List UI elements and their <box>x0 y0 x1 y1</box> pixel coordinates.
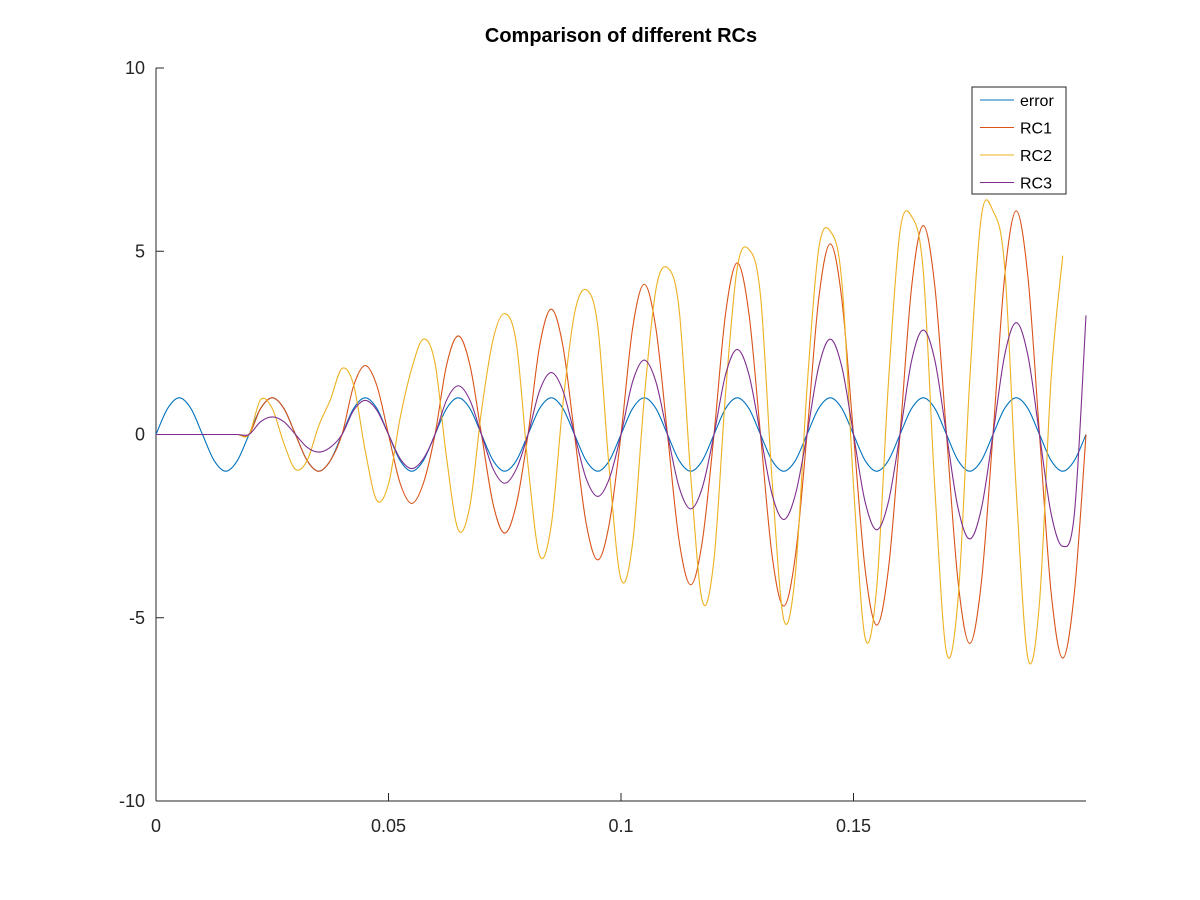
chart-title: Comparison of different RCs <box>485 25 757 47</box>
series-line-rc2 <box>156 199 1064 665</box>
legend-label-error: error <box>1020 93 1054 110</box>
plot-area: 0 0.05 0.1 0.15 -10 -5 0 5 10 <box>119 58 1087 836</box>
x-tick-label: 0.05 <box>371 816 406 836</box>
y-tick-label: 0 <box>135 425 145 445</box>
legend-label-rc1: RC1 <box>1020 121 1052 138</box>
y-tick-label: -10 <box>119 791 145 811</box>
legend-label-rc2: RC2 <box>1020 148 1052 165</box>
series-lines <box>155 199 1087 665</box>
legend-box <box>971 86 1067 195</box>
legend-entries: error RC1 RC2 RC3 <box>980 93 1054 193</box>
x-ticks: 0 0.05 0.1 0.15 <box>151 793 871 836</box>
y-tick-label: -5 <box>129 608 145 628</box>
legend: error RC1 RC2 RC3 <box>971 86 1067 195</box>
legend-label-rc3: RC3 <box>1020 176 1052 193</box>
x-tick-label: 0.1 <box>608 816 633 836</box>
series-line-rc1 <box>156 210 1087 659</box>
y-tick-label: 5 <box>135 241 145 261</box>
x-tick-label: 0.15 <box>836 816 871 836</box>
series-line-rc3 <box>156 315 1087 548</box>
y-tick-label: 10 <box>125 58 145 78</box>
y-ticks: -10 -5 0 5 10 <box>119 58 164 811</box>
x-tick-label: 0 <box>151 816 161 836</box>
